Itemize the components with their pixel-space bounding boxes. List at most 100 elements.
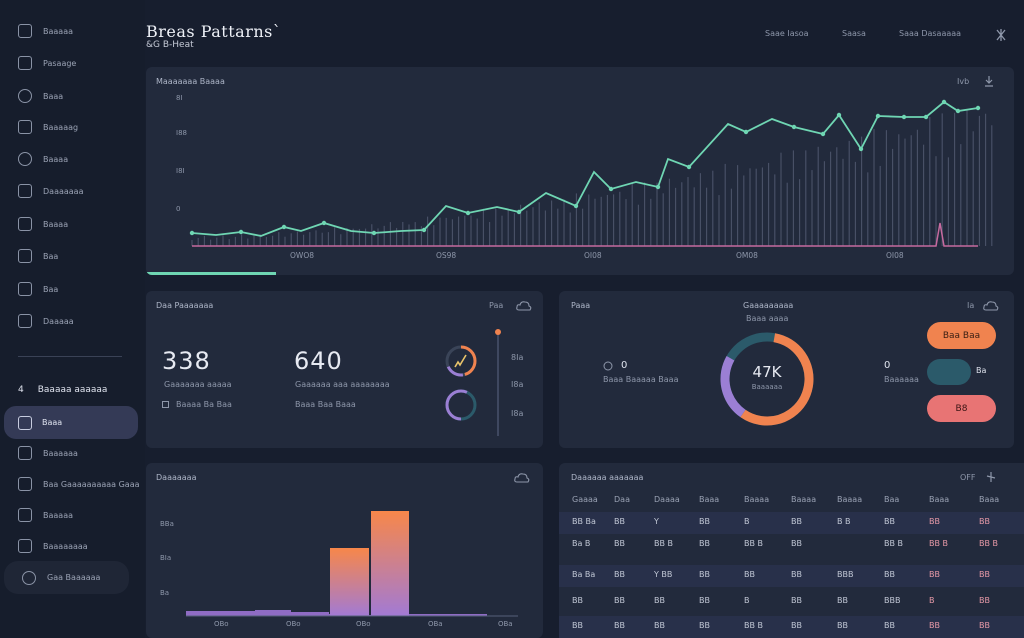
table-cell: BB B [929,539,949,548]
table-cell: BB [884,570,895,579]
circle-icon [18,89,32,103]
bar [408,614,448,616]
table-cell: BB [699,596,710,605]
sidebar-item-10[interactable]: Daaaaa [0,305,145,337]
action-button-1[interactable]: Baa Baa [927,322,996,349]
donut-menu[interactable]: Ia [967,301,975,310]
sidebar-sub-item-3[interactable]: Baa Gaaaaaaaaaa Gaaa [0,468,145,500]
table-cell: BB B [744,539,764,548]
page-subtitle: &G B-Heat [146,40,194,50]
table-cell: BB B [884,539,904,548]
trend-point [875,113,881,119]
x-tick-label: OS98 [436,251,456,260]
table-row[interactable] [559,512,1024,534]
sidebar-sub-item-5[interactable]: Baaaaaaaa [0,530,145,562]
table-row[interactable] [559,616,1024,638]
topnav-link-1[interactable]: Saae Iasoa [765,29,809,38]
vertical-slider[interactable] [497,333,499,436]
sidebar-item-6[interactable]: Daaaaaaa [0,175,145,207]
sidebar-sub-item-1[interactable]: Baaa [4,406,138,439]
table-header-cell[interactable]: Baaaa [837,495,863,504]
table-card: Daaaaaa aaaaaaa OFF Gaaaa Daa Daaaa Baaa Baa… [559,463,1024,638]
table-cell: BBB [837,570,854,579]
sidebar-item-label: Baaaaa [43,510,73,520]
sidebar-item-9[interactable]: Baa [0,273,145,305]
table-header-cell[interactable]: Baaa [929,495,950,504]
scale-label-2: I8a [511,380,524,389]
table-cell: BB [699,517,710,526]
trend-point [281,224,287,230]
bar-chart-icon [18,120,32,134]
x-tick-label: OBo [214,620,229,628]
sidebar-sub-item-4[interactable]: Baaaaa [0,499,145,531]
sidebar-item-3[interactable]: Baaa [0,80,145,112]
table-header-cell[interactable]: Gaaaa [572,495,598,504]
donut-chart [720,332,814,426]
trend-point [743,129,749,135]
table-title: Daaaaaa aaaaaaa [571,473,644,482]
donut-left-value: 0 [621,360,628,371]
topnav-link-2[interactable]: Saasa [842,29,866,38]
table-cell: BB B [654,539,674,548]
slider-handle[interactable] [495,329,501,335]
calendar-icon [18,539,32,553]
bar [291,612,329,616]
cloud-icon[interactable] [516,300,532,311]
folder-icon [18,415,32,430]
table-cell: Y [654,517,659,526]
table-header-cell[interactable]: Baa [884,495,900,504]
table-cell: BB [929,517,940,526]
y-tick-label: 8I [176,94,183,102]
trend-point [923,114,929,120]
sidebar-item-8[interactable]: Baa [0,240,145,272]
y-tick-label: I88 [176,129,187,137]
sidebar-item-label: Pasaage [43,58,77,68]
settings-icon[interactable] [994,28,1008,42]
users-icon [18,217,32,231]
download-icon[interactable] [984,75,994,87]
table-row[interactable] [559,565,1024,587]
x-tick-label: OI08 [886,251,904,260]
sidebar-item-2[interactable]: Pasaage [0,47,145,79]
sidebar-item-5[interactable]: Baaaa [0,143,145,175]
table-menu[interactable]: OFF [960,473,976,482]
toggle-button[interactable] [927,359,971,385]
table-cell: BB [884,621,895,630]
table-cell: BB [837,621,848,630]
sidebar-item-7[interactable]: Baaaa [0,208,145,240]
y-tick-label: 0 [176,205,180,213]
cloud-icon[interactable] [514,472,530,483]
table-header-cell[interactable]: Daa [614,495,630,504]
monitor-icon [18,184,32,198]
stat-a-value: 338 [162,347,211,375]
table-header-cell[interactable]: Baaa [979,495,1000,504]
sidebar-sub-item-2[interactable]: Baaaaaa [0,437,145,469]
list-icon [18,249,32,263]
table-cell: B [744,517,750,526]
checkbox-icon[interactable] [162,401,169,408]
topnav-link-3[interactable]: Saaa Dasaaaaa [899,29,962,38]
donut-card: Paaa Gaaaaaaaaa Baaa aaaa Ia 47K Baaaaaa… [559,291,1014,448]
table-header-cell[interactable]: Baaaa [791,495,817,504]
action-button-3[interactable]: B8 [927,395,996,422]
sidebar-item-1[interactable]: Baaaaa [0,15,145,47]
table-cell: BB [614,570,625,579]
trend-line [191,100,979,237]
sidebar-item-label: Baaaa [43,154,69,164]
pin-icon[interactable] [985,471,997,483]
trend-point [321,220,327,226]
sidebar: Baaaaa Pasaage Baaa Baaaaag Baaaa Daaaaaaa Baa… [0,0,145,638]
table-header-cell[interactable]: Baaa [699,495,720,504]
cloud-icon[interactable] [983,300,999,311]
stats-action[interactable]: Paa [489,301,504,310]
table-header-cell[interactable]: Baaaa [744,495,770,504]
table-header-cell[interactable]: Daaaa [654,495,680,504]
sidebar-item-label: Baa Gaaaaaaaaaa Gaaa [43,479,140,489]
main-chart-menu[interactable]: Ivb [957,77,970,86]
table-cell: BB [929,621,940,630]
sidebar-item-4[interactable]: Baaaaag [0,111,145,143]
table-cell: B [929,596,935,605]
table-cell: BB B [979,539,999,548]
sidebar-sub-item-6[interactable]: Gaa Baaaaaa [4,561,129,594]
main-chart-title: Maaaaaaa Baaaa [156,77,225,86]
